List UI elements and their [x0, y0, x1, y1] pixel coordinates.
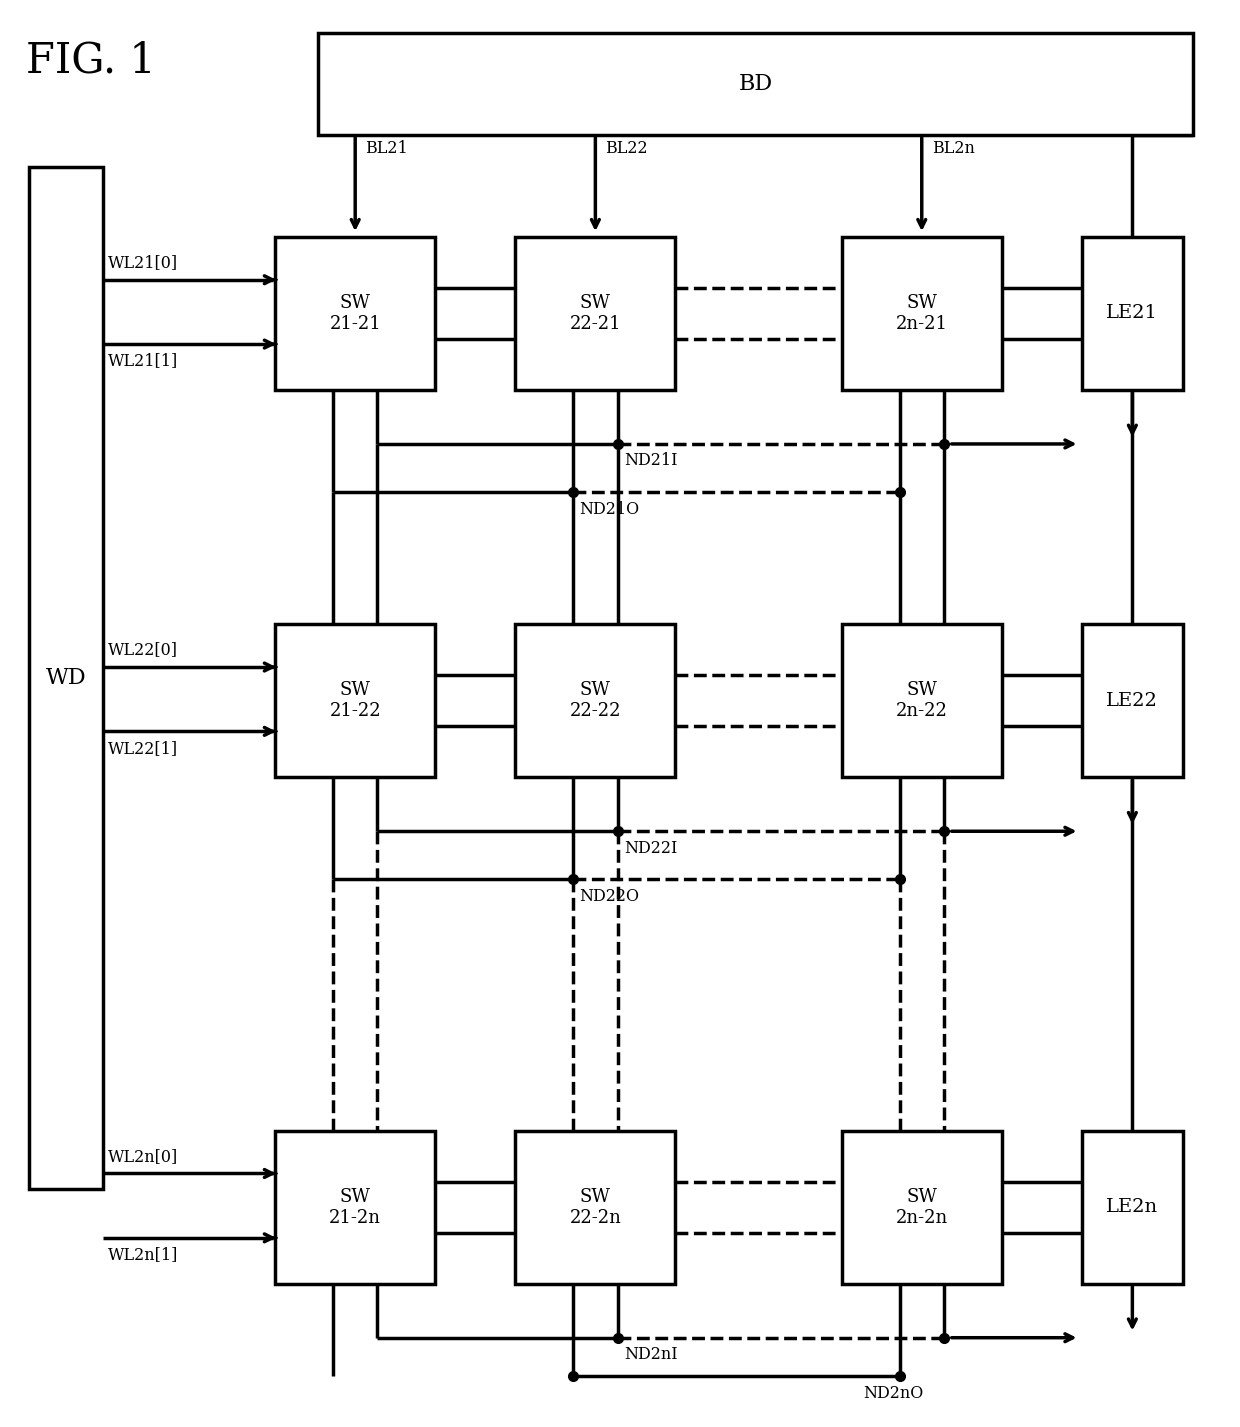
Text: WL22[0]: WL22[0]: [108, 642, 177, 658]
Text: LE2n: LE2n: [1106, 1199, 1158, 1216]
Text: ND22O: ND22O: [579, 888, 640, 905]
Text: WL21[1]: WL21[1]: [108, 352, 177, 370]
Bar: [275, 237, 435, 390]
Text: SW
2n-2n: SW 2n-2n: [895, 1187, 947, 1227]
Text: BD: BD: [739, 73, 773, 94]
Text: WL22[1]: WL22[1]: [108, 739, 177, 756]
Text: SW
22-21: SW 22-21: [569, 294, 621, 332]
Text: ND21O: ND21O: [579, 501, 640, 518]
Text: SW
21-2n: SW 21-2n: [329, 1187, 381, 1227]
Text: BL22: BL22: [605, 140, 647, 157]
Bar: [1081, 237, 1183, 390]
Text: ND2nO: ND2nO: [863, 1384, 924, 1401]
Bar: [516, 237, 676, 390]
Bar: [842, 1130, 1002, 1284]
Bar: [319, 33, 1193, 134]
Text: SW
21-21: SW 21-21: [330, 294, 381, 332]
Text: LE22: LE22: [1106, 692, 1158, 709]
Text: SW
21-22: SW 21-22: [330, 681, 381, 721]
Text: ND2nI: ND2nI: [624, 1346, 677, 1363]
Text: WD: WD: [46, 666, 86, 689]
Bar: [29, 167, 103, 1189]
Text: SW
2n-22: SW 2n-22: [895, 681, 947, 721]
Text: WL2n[1]: WL2n[1]: [108, 1246, 179, 1263]
Bar: [275, 624, 435, 778]
Text: WL21[0]: WL21[0]: [108, 254, 177, 271]
Bar: [275, 1130, 435, 1284]
Text: SW
2n-21: SW 2n-21: [895, 294, 947, 332]
Text: SW
22-2n: SW 22-2n: [569, 1187, 621, 1227]
Bar: [1081, 624, 1183, 778]
Bar: [842, 237, 1002, 390]
Text: FIG. 1: FIG. 1: [26, 40, 156, 81]
Text: ND21I: ND21I: [624, 452, 677, 469]
Text: BL21: BL21: [365, 140, 408, 157]
Text: BL2n: BL2n: [931, 140, 975, 157]
Text: SW
22-22: SW 22-22: [569, 681, 621, 721]
Bar: [842, 624, 1002, 778]
Bar: [516, 1130, 676, 1284]
Bar: [516, 624, 676, 778]
Text: LE21: LE21: [1106, 304, 1158, 323]
Text: WL2n[0]: WL2n[0]: [108, 1147, 177, 1164]
Text: ND22I: ND22I: [624, 839, 677, 856]
Bar: [1081, 1130, 1183, 1284]
